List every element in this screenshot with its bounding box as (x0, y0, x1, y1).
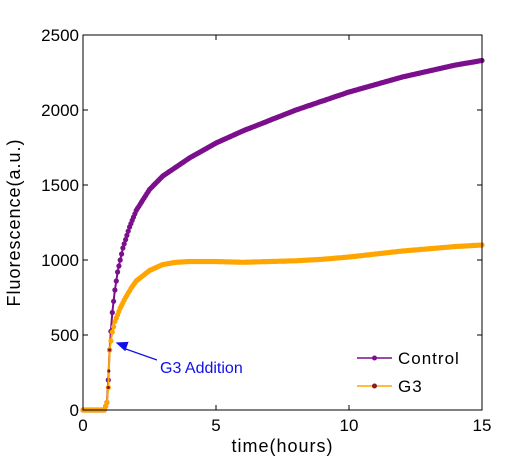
plot-frame (82, 34, 483, 411)
data-point-control (115, 269, 121, 275)
legend: Control G3 (357, 349, 460, 396)
data-point-control (109, 309, 115, 316)
y-axis-label: Fluorescence(a.u.) (4, 138, 24, 306)
data-point-g3 (109, 329, 115, 335)
data-point-control (124, 232, 130, 238)
data-point-control (120, 245, 126, 251)
data-point-control (119, 251, 125, 257)
series-g3 (80, 242, 485, 413)
tick-layer: 0 5 10 15 0 500 1000 1500 2000 2500 (41, 26, 491, 435)
annotation-label: G3 Addition (160, 360, 243, 377)
data-point-control (117, 257, 123, 263)
data-point-g3-rise (106, 385, 110, 390)
data-point-control (112, 287, 118, 293)
y-tick-label: 1000 (41, 251, 79, 270)
y-tick-label: 2500 (41, 26, 79, 45)
data-point-g3 (104, 399, 110, 406)
g3-rise-markers (106, 348, 112, 390)
data-point-control (116, 263, 122, 269)
legend-label-g3: G3 (398, 377, 423, 396)
data-point-control (121, 241, 127, 247)
data-point-g3-rise (108, 348, 112, 352)
legend-label-control: Control (398, 349, 460, 368)
x-tick-label: 15 (473, 416, 492, 435)
y-tick-label: 500 (51, 326, 79, 345)
y-tick-label: 2000 (41, 101, 79, 120)
y-tick-label: 1500 (41, 176, 79, 195)
data-point-control (111, 298, 117, 304)
annotation-layer: G3 Addition (115, 341, 243, 377)
data-point-control (123, 237, 129, 243)
legend-marker-control (372, 355, 377, 361)
data-point-g3 (108, 338, 114, 344)
data-point-g3-rise (107, 369, 111, 373)
annotation-arrow (121, 346, 158, 361)
data-point-control (125, 228, 131, 234)
y-tick-label: 0 (70, 401, 79, 420)
x-tick-label: 0 (78, 416, 87, 435)
annotation-arrow-head (115, 341, 129, 352)
x-axis-label: time(hours) (231, 436, 333, 456)
legend-marker-g3 (372, 383, 377, 389)
x-tick-label: 5 (211, 416, 220, 435)
x-tick-label: 10 (340, 416, 359, 435)
data-point-g3 (111, 324, 117, 330)
data-point-control (113, 278, 119, 284)
